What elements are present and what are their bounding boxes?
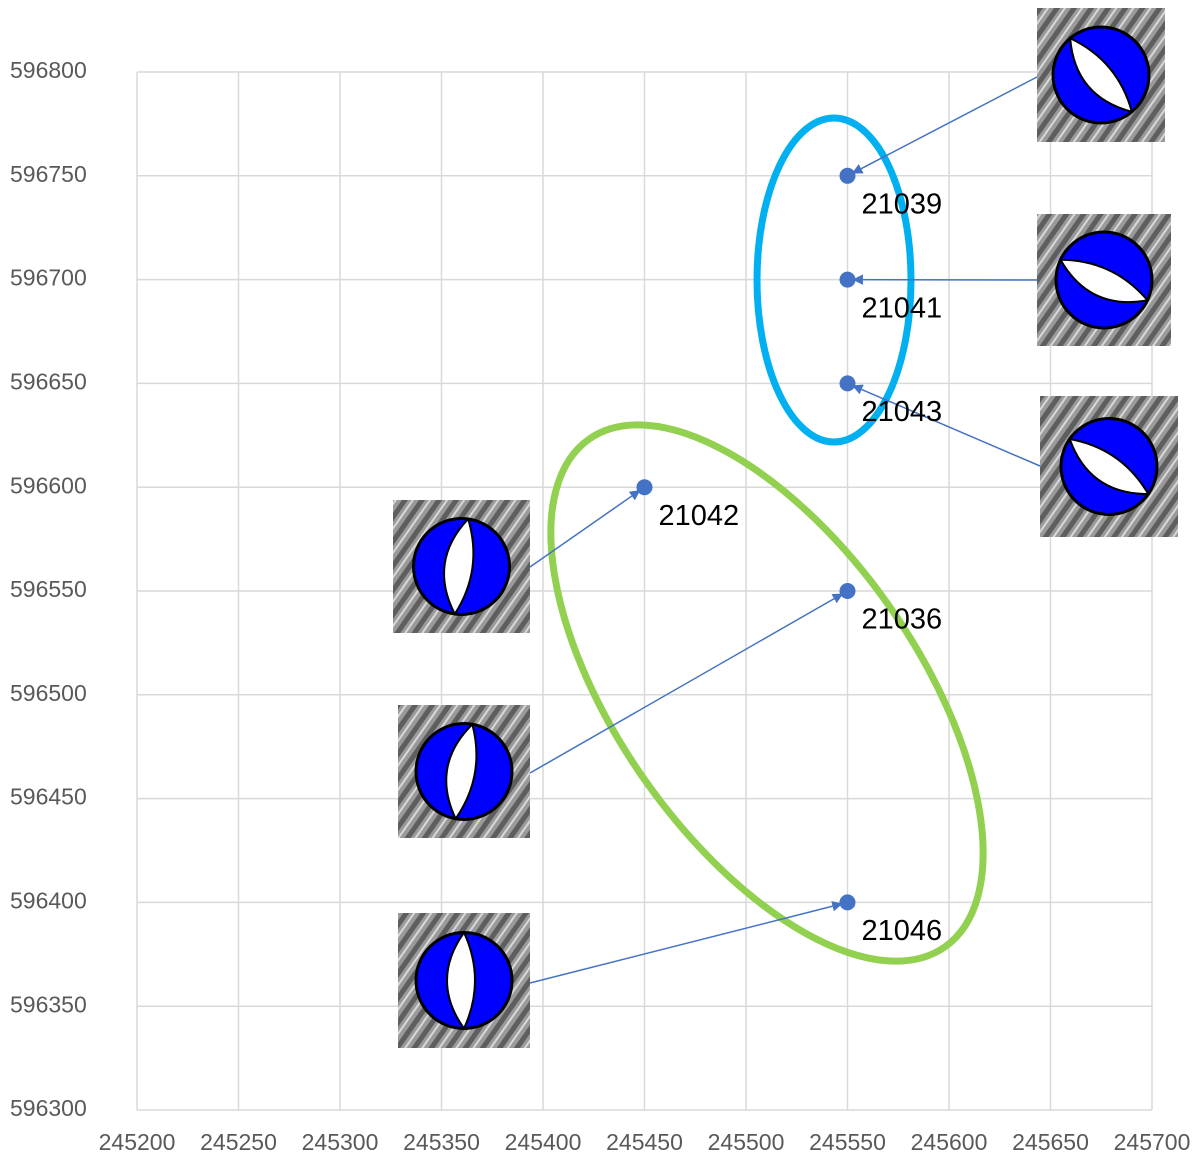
beachball — [1040, 396, 1178, 537]
point-label: 21036 — [862, 604, 943, 636]
y-tick-label: 596550 — [10, 576, 87, 602]
point-label: 21046 — [862, 915, 943, 947]
x-tick-label: 245650 — [1012, 1129, 1089, 1155]
point-label: 21042 — [659, 500, 740, 532]
point — [839, 167, 856, 184]
beachball-outline — [412, 517, 511, 616]
y-tick-label: 596300 — [10, 1095, 87, 1121]
point — [839, 271, 856, 288]
x-tick-label: 245550 — [809, 1129, 886, 1155]
beachball-outline — [414, 722, 514, 821]
plot: 21039 21041 21043 21042 21036 21046 — [529, 76, 1041, 984]
beachball-outline — [1059, 417, 1159, 516]
beachball — [398, 913, 530, 1048]
beachball — [1037, 214, 1171, 346]
beachball — [398, 705, 530, 838]
x-tick-label: 245700 — [1114, 1129, 1191, 1155]
y-tick-label: 596800 — [10, 57, 87, 83]
point — [839, 375, 856, 392]
x-tick-label: 245200 — [99, 1129, 176, 1155]
point — [839, 583, 856, 599]
point — [636, 479, 653, 496]
y-tick-label: 596500 — [10, 680, 87, 706]
y-tick-label: 596400 — [10, 887, 87, 913]
point-label: 21039 — [862, 188, 943, 220]
point-label: 21041 — [862, 292, 943, 324]
x-tick-label: 245400 — [505, 1129, 582, 1155]
leader-arrow — [529, 490, 641, 568]
y-tick-label: 596750 — [10, 161, 87, 187]
y-tick-label: 596450 — [10, 784, 87, 810]
x-tick-label: 245600 — [911, 1129, 988, 1155]
x-tick-label: 245500 — [708, 1129, 785, 1155]
grid: 596300 596350 596400 596450 596500 596550 5966… — [10, 57, 1190, 1155]
y-tick-label: 596600 — [10, 472, 87, 498]
y-tick-label: 596650 — [10, 368, 87, 394]
beachball-outline — [414, 931, 514, 1030]
y-tick-label: 596700 — [10, 265, 87, 291]
cluster-ellipse — [547, 421, 987, 965]
x-tick-label: 245450 — [606, 1129, 683, 1155]
leader-arrow — [851, 76, 1038, 174]
y-tick-label: 596350 — [10, 991, 87, 1017]
point-label: 21043 — [862, 396, 943, 428]
beachball — [1037, 8, 1165, 142]
beachball-outline — [1054, 230, 1154, 330]
beachball — [393, 500, 530, 633]
leader-arrow — [529, 901, 843, 984]
x-tick-label: 245350 — [403, 1129, 480, 1155]
beachball-outline — [1051, 25, 1151, 125]
beachballs — [393, 8, 1178, 1048]
x-tick-label: 245250 — [200, 1129, 277, 1155]
leader-arrow — [529, 593, 844, 774]
point — [839, 894, 856, 911]
leader-arrow — [852, 384, 1041, 467]
annotations — [547, 114, 987, 965]
x-tick-label: 245300 — [302, 1129, 379, 1155]
